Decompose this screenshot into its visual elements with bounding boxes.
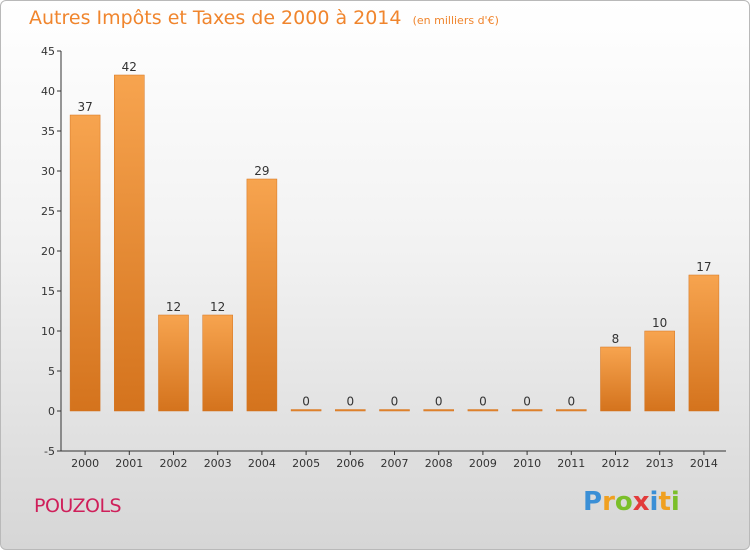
data-label: 37: [77, 100, 92, 114]
commune-name: POUZOLS: [34, 495, 122, 517]
bar: [335, 409, 366, 412]
logo-letter: o: [614, 487, 633, 517]
bar: [688, 274, 720, 412]
bars: [69, 74, 720, 412]
data-label: 0: [346, 395, 354, 409]
data-label: 0: [523, 395, 531, 409]
logo-letter: r: [602, 487, 615, 517]
data-label: 0: [435, 395, 443, 409]
y-tick-label: 25: [41, 205, 55, 218]
bar: [69, 114, 101, 412]
bar: [202, 314, 233, 412]
y-tick-label: 0: [48, 405, 55, 418]
x-tick-label: 2012: [602, 457, 630, 470]
x-tick-label: 2011: [557, 457, 585, 470]
data-label: 0: [391, 395, 399, 409]
x-tick-label: 2013: [646, 457, 674, 470]
data-label: 29: [254, 164, 269, 178]
data-label: 17: [696, 260, 711, 274]
x-tick-label: 2008: [425, 457, 453, 470]
bar: [467, 409, 499, 412]
x-tick-label: 2010: [513, 457, 541, 470]
bar: [556, 409, 587, 412]
data-label: 12: [210, 300, 225, 314]
y-tick-label: 15: [41, 285, 55, 298]
x-tick-label: 2004: [248, 457, 276, 470]
x-tick-label: 2003: [204, 457, 232, 470]
bar: [114, 74, 145, 412]
logo-letter: t: [658, 487, 671, 517]
data-label: 10: [652, 316, 667, 330]
data-label: 0: [567, 395, 575, 409]
data-label: 0: [479, 395, 487, 409]
x-tick-label: 2000: [71, 457, 99, 470]
title-row: Autres Impôts et Taxes de 2000 à 2014 (e…: [29, 7, 499, 29]
y-tick-label: 10: [41, 325, 55, 338]
y-tick-label: -5: [44, 445, 55, 458]
data-label: 8: [612, 332, 620, 346]
bar: [246, 178, 278, 412]
bar: [290, 409, 322, 412]
logo-letter: x: [632, 487, 650, 517]
x-tick-label: 2002: [160, 457, 188, 470]
proxiti-logo[interactable]: Proxiti: [583, 487, 680, 517]
bar: [158, 314, 189, 412]
bar: [423, 409, 454, 412]
logo-letter: i: [649, 487, 659, 517]
y-tick-label: 45: [41, 45, 55, 58]
x-tick-label: 2014: [690, 457, 718, 470]
data-label: 42: [122, 60, 137, 74]
logo-letter: P: [583, 487, 603, 517]
y-tick-label: 30: [41, 165, 55, 178]
x-tick-label: 2007: [381, 457, 409, 470]
y-tick-label: 20: [41, 245, 55, 258]
y-tick-label: 40: [41, 85, 55, 98]
data-label: 12: [166, 300, 181, 314]
data-label: 0: [302, 395, 310, 409]
data-labels: 37 42 12 12 29 0 0 0 0 0 0 0 8 10 17: [77, 60, 711, 409]
bar: [644, 330, 675, 412]
bar: [511, 409, 543, 412]
x-tick-label: 2006: [336, 457, 364, 470]
chart-title: Autres Impôts et Taxes de 2000 à 2014: [29, 7, 402, 29]
x-tick-label: 2005: [292, 457, 320, 470]
chart-subtitle: (en milliers d'€): [412, 14, 499, 27]
y-tick-label: 35: [41, 125, 55, 138]
logo-letter: i: [670, 487, 680, 517]
axes: -5 0 5 10 15 20 25 30 35 40 45 2000 2001 2002 2003 2004…: [41, 45, 726, 470]
bar: [600, 346, 631, 412]
y-tick-label: 5: [48, 365, 55, 378]
bar: [379, 409, 410, 412]
x-tick-label: 2001: [115, 457, 143, 470]
x-tick-label: 2009: [469, 457, 497, 470]
